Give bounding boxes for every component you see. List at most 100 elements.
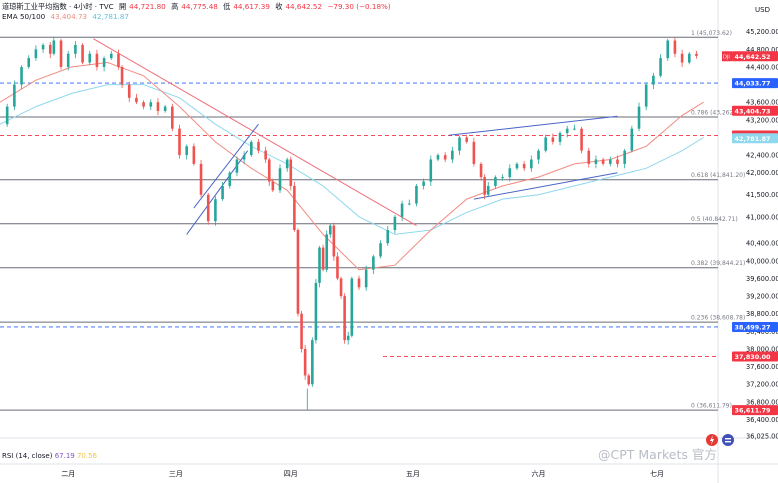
candle-body	[483, 177, 486, 195]
candle-body	[623, 150, 626, 164]
candle-body	[372, 256, 375, 270]
candle-body	[494, 177, 497, 186]
candle-body	[601, 159, 605, 164]
fib-level-label: 0.382 (39,844.21)	[691, 260, 745, 267]
candle-body	[400, 203, 404, 217]
candle-body	[458, 137, 461, 151]
candle-body	[325, 234, 328, 270]
fib-level-label: 0.786 (43,262.79)	[691, 110, 745, 117]
candle-body	[171, 106, 174, 129]
price-tag-box	[732, 133, 778, 144]
close-value: 44,642.52	[285, 2, 323, 11]
candle-body	[142, 102, 145, 107]
candle-body	[666, 40, 670, 59]
candle-body	[311, 340, 314, 385]
candle-body	[343, 296, 346, 341]
ema-header[interactable]: EMA 50/100 43,404.73 42,781.87	[2, 12, 132, 21]
y-tick-label: 44,400.00	[746, 63, 778, 71]
candle-body	[66, 53, 70, 67]
candle-body	[41, 44, 45, 50]
high-label: 高	[171, 2, 179, 11]
fib-level-label: 0.236 (38,608.78)	[691, 315, 745, 322]
x-month-label: 二月	[61, 470, 75, 478]
currency-label: USD	[755, 6, 770, 14]
x-month-label: 四月	[284, 470, 298, 478]
candle-body	[192, 146, 196, 164]
candle-body	[257, 141, 260, 151]
candle-body	[307, 375, 311, 385]
candle-body	[321, 247, 325, 270]
y-tick-label: 41,000.00	[746, 213, 778, 221]
fib-level-label: 0 (36,611.79)	[691, 403, 732, 410]
low-value: 44,617.39	[233, 2, 270, 11]
high-value: 44,775.48	[181, 2, 218, 11]
candle-body	[544, 137, 547, 151]
y-tick-label: 41,500.00	[746, 191, 778, 199]
candle-body	[443, 155, 447, 160]
y-tick-label: 42,400.00	[746, 152, 778, 160]
candle-body	[293, 185, 296, 230]
candle-body	[81, 44, 84, 63]
lightning-glyph-icon	[710, 435, 714, 445]
flag-stripe-icon	[725, 441, 731, 443]
y-tick-label: 36,800.00	[746, 398, 778, 406]
candle-body	[59, 40, 63, 67]
rsi-header[interactable]: RSI (14, close) 67.19 70.56	[2, 452, 97, 460]
fib-level-label: 0.618 (41,841.20)	[691, 172, 745, 179]
candle-body	[695, 53, 698, 56]
candle-body	[357, 278, 361, 288]
candle-body	[328, 225, 332, 235]
candle-body	[393, 216, 397, 230]
candle-body	[565, 128, 569, 134]
watermark: @CPT Markets 官方	[598, 447, 717, 462]
candle-body	[13, 84, 16, 107]
y-tick-label: 43,600.00	[746, 99, 778, 107]
candle-body	[587, 150, 591, 164]
symbol-header: 道琼斯工业平均指数 · 4小时 · TVC 開 44,721.80 高 44,775…	[2, 2, 394, 12]
price-tag-text: 42,781.87	[735, 135, 771, 143]
candle-body	[486, 185, 490, 195]
candle-body	[206, 194, 210, 222]
candle-body	[95, 53, 99, 67]
us-flag-icon	[722, 434, 734, 446]
candle-body	[185, 146, 188, 156]
candle-body	[573, 128, 576, 130]
channel-line	[193, 123, 259, 209]
y-tick-label: 37,600.00	[746, 363, 778, 371]
candle-body	[364, 269, 368, 288]
downtrend-line	[93, 38, 417, 227]
candle-body	[594, 159, 598, 164]
candle-body	[48, 44, 52, 54]
ema100-line	[0, 84, 704, 235]
candle-body	[659, 58, 662, 76]
rsi-label: RSI (14, close)	[2, 452, 53, 460]
y-tick-label: 39,200.00	[746, 293, 778, 301]
candle-body	[652, 75, 655, 85]
candle-body	[451, 150, 454, 160]
price-tag-text: 43,404.73	[735, 107, 771, 115]
candle-body	[346, 335, 350, 341]
y-tick-label: 40,400.00	[746, 240, 778, 248]
x-month-label: 五月	[406, 470, 420, 478]
candle-body	[156, 102, 160, 112]
price-tag-text: 36,611.79	[735, 407, 772, 415]
candle-body	[407, 203, 411, 205]
candle-body	[680, 53, 684, 63]
y-tick-label: 39,600.00	[746, 275, 778, 283]
candle-body	[120, 66, 124, 85]
candle-body	[5, 106, 9, 125]
candle-body	[386, 229, 390, 244]
candle-body	[27, 58, 31, 67]
candle-body	[242, 155, 246, 160]
candle-body	[149, 102, 153, 107]
candle-body	[522, 163, 526, 169]
price-tag-text: 44,642.52	[735, 53, 771, 61]
candle-body	[436, 155, 440, 160]
candle-body	[501, 177, 504, 179]
candle-body	[465, 137, 468, 142]
candle-body	[285, 159, 289, 169]
price-tag-box	[732, 351, 778, 362]
candle-body	[630, 128, 634, 151]
